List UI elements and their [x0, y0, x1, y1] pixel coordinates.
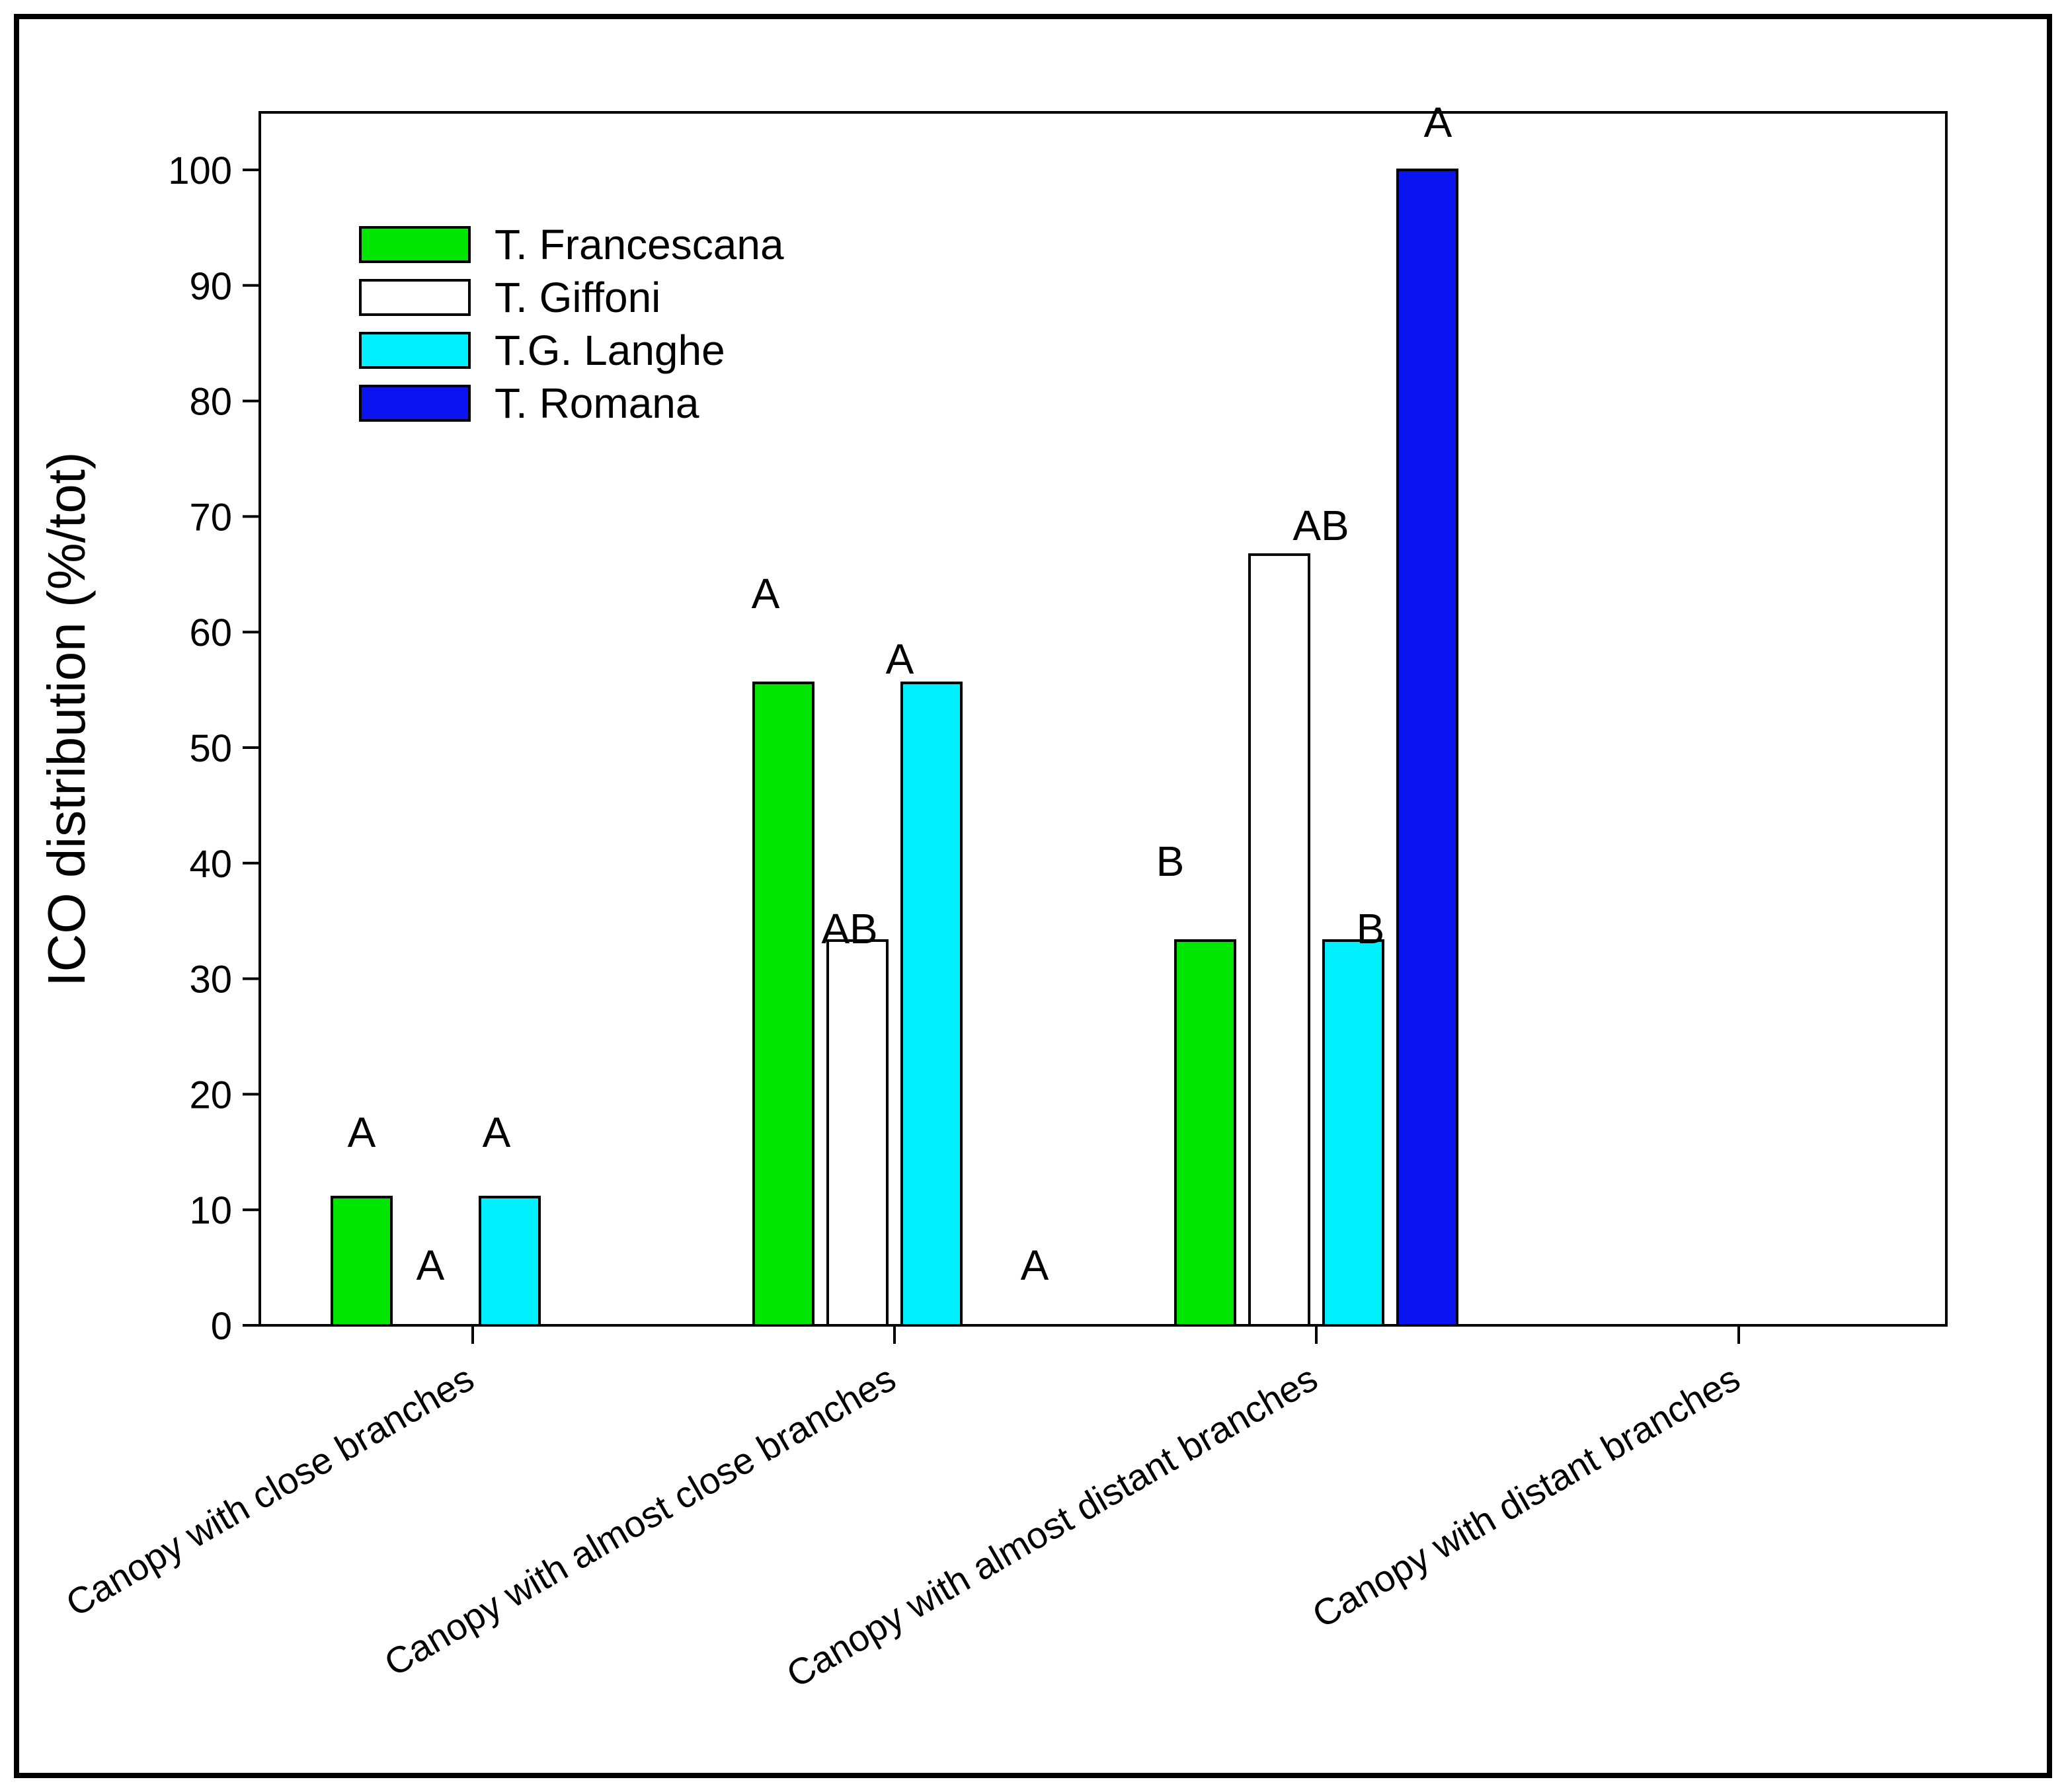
legend-label: T.G. Langhe [495, 327, 725, 374]
significance-letter: A [1424, 98, 1452, 146]
y-tick-label: 100 [168, 149, 232, 192]
legend-swatch [359, 279, 471, 316]
legend-swatch [359, 226, 471, 263]
significance-letter: A [752, 570, 780, 617]
bar-1-2 [752, 682, 814, 1327]
significance-letter: A [348, 1109, 376, 1156]
y-tick-label: 20 [189, 1073, 232, 1116]
legend-label: T. Francescana [495, 221, 784, 268]
legend-swatch [359, 385, 471, 422]
significance-letter: A [886, 635, 914, 683]
y-axis-title: ICO distribution (%/tot) [37, 451, 96, 986]
y-tick-label: 10 [189, 1189, 232, 1232]
bar-2-2 [826, 939, 889, 1327]
bar-3-2 [900, 682, 963, 1327]
legend: T. Francescana T. Giffoni T.G. Langhe T. Ro… [359, 221, 784, 427]
significance-letter: B [1357, 905, 1385, 953]
significance-letter: AB [821, 905, 877, 953]
outer-frame [14, 14, 2052, 1778]
y-tick-label: 40 [189, 843, 232, 886]
plot-frame [258, 111, 1948, 1327]
legend-label: T. Giffoni [495, 274, 660, 321]
significance-letter: A [483, 1109, 511, 1156]
y-tick-label: 0 [211, 1305, 232, 1348]
significance-letter: A [417, 1241, 445, 1289]
y-tick-label: 70 [189, 496, 232, 539]
significance-letter: B [1156, 838, 1185, 885]
y-tick-label: 50 [189, 727, 232, 770]
legend-swatch [359, 332, 471, 369]
legend-label: T. Romana [495, 379, 699, 427]
bar-3-3 [1322, 939, 1384, 1327]
significance-letter: A [1021, 1241, 1049, 1289]
bar-2-3 [1248, 553, 1310, 1327]
bar-1-3 [1174, 939, 1236, 1327]
y-tick-label: 90 [189, 265, 232, 308]
bar-3-1 [479, 1195, 541, 1327]
y-axis: 0 10 20 30 40 50 60 70 80 90 100 [168, 149, 260, 1348]
y-tick-label: 60 [189, 611, 232, 654]
y-tick-label: 30 [189, 958, 232, 1001]
bar-1-1 [331, 1195, 393, 1327]
y-tick-label: 80 [189, 381, 232, 424]
bar-4-3 [1396, 169, 1458, 1327]
significance-letter: AB [1292, 502, 1349, 549]
